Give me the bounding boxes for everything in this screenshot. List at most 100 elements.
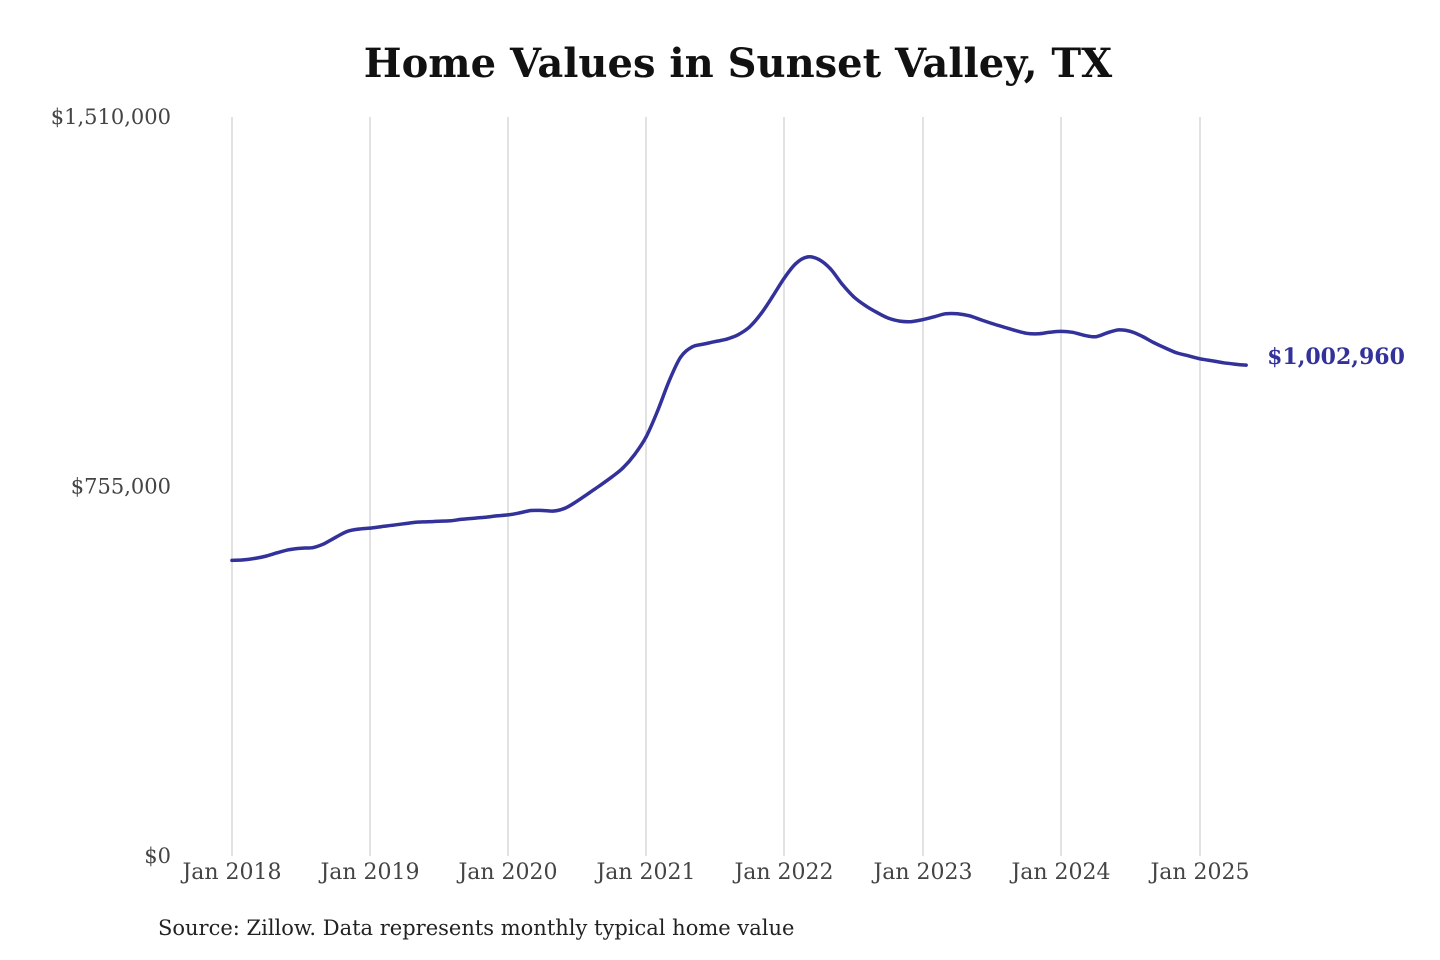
data-point-2018-10 — [333, 535, 338, 540]
data-point-2021-06 — [701, 342, 706, 346]
y-axis-labels: $0 $755,000 $1,510,000 — [51, 105, 171, 868]
data-point-2022-06 — [840, 282, 844, 286]
data-point-2023-02 — [932, 315, 937, 319]
data-point-2019-10 — [471, 516, 476, 520]
data-point-2022-04 — [817, 257, 821, 261]
x-tick-label-4: Jan 2022 — [732, 860, 833, 885]
data-point-2021-07 — [713, 340, 717, 344]
data-point-2025-04 — [1233, 362, 1237, 366]
data-point-2020-03 — [529, 508, 533, 513]
data-points — [230, 255, 1248, 563]
y-tick-label-2: $1,510,000 — [51, 105, 171, 129]
data-point-2023-04 — [955, 312, 960, 316]
data-point-2024-06 — [1117, 328, 1121, 332]
data-point-2025-02 — [1209, 359, 1214, 363]
data-point-2019-09 — [460, 517, 464, 521]
data-point-2024-12 — [1186, 354, 1190, 358]
data-point-2020-08 — [586, 491, 591, 495]
x-tick-label-7: Jan 2025 — [1148, 860, 1249, 885]
data-point-2018-06 — [287, 548, 292, 552]
data-point-2020-09 — [598, 483, 602, 488]
data-point-2019-02 — [379, 525, 384, 529]
x-tick-label-6: Jan 2024 — [1009, 860, 1110, 885]
data-point-2021-03 — [667, 379, 671, 383]
data-point-2019-01 — [368, 526, 372, 530]
data-point-2018-07 — [299, 546, 303, 550]
data-point-2023-07 — [990, 321, 994, 326]
data-point-2022-08 — [863, 303, 867, 307]
data-point-2020-01 — [506, 513, 510, 517]
data-point-2020-12 — [632, 453, 637, 457]
data-point-2024-09 — [1152, 341, 1156, 345]
data-point-2023-09 — [1013, 328, 1017, 332]
gridlines — [231, 117, 1201, 856]
data-point-2024-05 — [1105, 331, 1109, 335]
data-point-2020-10 — [609, 475, 614, 479]
data-point-2022-10 — [886, 316, 890, 320]
end-value-label: $1,002,960 — [1267, 344, 1405, 370]
data-point-2019-11 — [483, 515, 487, 519]
data-point-2022-02 — [794, 262, 798, 266]
data-point-2022-03 — [805, 255, 809, 259]
data-point-2018-12 — [356, 527, 361, 531]
data-point-2019-08 — [448, 519, 453, 523]
data-point-2021-09 — [736, 333, 740, 337]
data-point-2021-10 — [747, 325, 752, 329]
data-point-2018-11 — [345, 529, 349, 534]
data-point-2022-01 — [782, 276, 786, 281]
data-point-2019-06 — [425, 520, 430, 524]
x-tick-label-0: Jan 2018 — [180, 860, 281, 885]
data-point-2024-01 — [1059, 329, 1063, 333]
data-point-2021-02 — [655, 409, 660, 413]
x-tick-label-1: Jan 2019 — [318, 860, 419, 885]
home-value-line — [230, 255, 1248, 563]
data-point-2019-12 — [494, 514, 499, 518]
data-point-2024-08 — [1140, 334, 1144, 338]
data-point-2020-05 — [552, 509, 556, 513]
data-point-2018-02 — [241, 558, 246, 562]
data-point-2018-08 — [310, 546, 315, 550]
data-point-2023-08 — [1001, 325, 1006, 329]
data-point-2018-01 — [230, 558, 234, 563]
data-point-2025-03 — [1221, 361, 1225, 365]
chart-title: Home Values in Sunset Valley, TX — [363, 40, 1113, 87]
data-point-2018-03 — [253, 556, 257, 561]
data-point-2019-04 — [402, 522, 407, 526]
data-point-2020-11 — [621, 466, 625, 470]
data-point-2018-05 — [276, 551, 280, 555]
data-point-2023-03 — [944, 312, 948, 316]
y-tick-label-0: $0 — [144, 844, 171, 868]
data-point-2022-12 — [909, 320, 914, 324]
x-tick-label-2: Jan 2020 — [456, 860, 557, 885]
data-point-2023-10 — [1024, 331, 1029, 335]
data-point-2022-09 — [875, 310, 879, 314]
data-point-2021-05 — [690, 345, 694, 349]
series-line-group — [230, 255, 1248, 563]
data-point-2023-05 — [967, 314, 971, 318]
data-point-2019-05 — [414, 520, 418, 524]
data-point-2020-04 — [540, 508, 545, 513]
data-point-2024-11 — [1175, 351, 1179, 355]
data-point-2024-07 — [1128, 329, 1133, 333]
data-point-2024-03 — [1082, 333, 1086, 337]
data-point-2018-04 — [264, 554, 269, 558]
data-point-2019-03 — [391, 523, 395, 527]
data-point-2024-02 — [1071, 330, 1075, 334]
data-point-2021-12 — [770, 295, 775, 299]
data-point-2021-04 — [678, 355, 683, 359]
data-point-2022-11 — [898, 319, 902, 323]
data-point-2023-01 — [921, 318, 925, 322]
data-point-2024-10 — [1163, 346, 1167, 350]
data-point-2020-06 — [563, 506, 568, 510]
data-point-2023-12 — [1047, 330, 1052, 334]
data-point-2021-11 — [759, 312, 763, 316]
x-tick-label-5: Jan 2023 — [871, 860, 972, 885]
data-point-2021-08 — [724, 337, 729, 341]
data-point-2023-11 — [1036, 332, 1040, 336]
data-point-2025-01 — [1198, 357, 1202, 361]
data-point-2022-05 — [828, 267, 832, 271]
data-point-2020-02 — [517, 511, 522, 515]
data-point-2025-05 — [1244, 363, 1248, 367]
data-point-2018-09 — [322, 542, 326, 546]
